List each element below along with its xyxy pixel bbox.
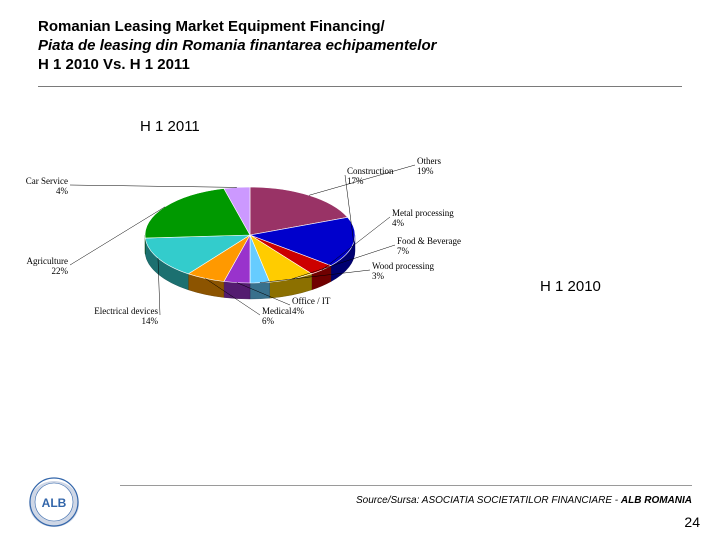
source-org: ALB ROMANIA xyxy=(621,495,692,506)
svg-text:ALB: ALB xyxy=(42,496,67,510)
slice-label-medical: Medical6% xyxy=(262,307,292,327)
header: Romanian Leasing Market Equipment Financ… xyxy=(0,0,720,80)
slice-label-wood-processing: Wood processing3% xyxy=(372,262,434,282)
chart-period-right: H 1 2010 xyxy=(540,278,601,295)
chart-period-left: H 1 2011 xyxy=(140,118,200,135)
title-english: Romanian Leasing Market Equipment Financ… xyxy=(38,18,682,37)
slice-label-agriculture: Agriculture22% xyxy=(27,257,68,277)
slice-label-others: Others19% xyxy=(417,157,441,177)
slice-label-food-beverage: Food & Beverage7% xyxy=(397,237,461,257)
slice-label-construction: Construction17% xyxy=(347,167,394,187)
slice-label-metal-processing: Metal processing4% xyxy=(392,209,454,229)
page-number: 24 xyxy=(684,514,700,530)
slice-label-electrical-devices: Electrical devices14% xyxy=(94,307,158,327)
subtitle: H 1 2010 Vs. H 1 2011 xyxy=(38,56,682,75)
pie-chart: Others19% Construction17% Metal processing… xyxy=(40,140,460,360)
alb-logo: ALB xyxy=(26,474,82,530)
source-citation: Source/Sursa: ASOCIATIA SOCIETATILOR FIN… xyxy=(356,495,692,506)
slice-label-office-it: Office / IT4% xyxy=(292,297,330,317)
title-romanian: Piata de leasing din Romania finantarea … xyxy=(38,37,682,56)
footer-divider xyxy=(120,485,692,486)
source-text: Source/Sursa: ASOCIATIA SOCIETATILOR FIN… xyxy=(356,495,621,506)
slice-label-car-service: Car Service4% xyxy=(26,177,68,197)
header-divider xyxy=(38,86,682,87)
